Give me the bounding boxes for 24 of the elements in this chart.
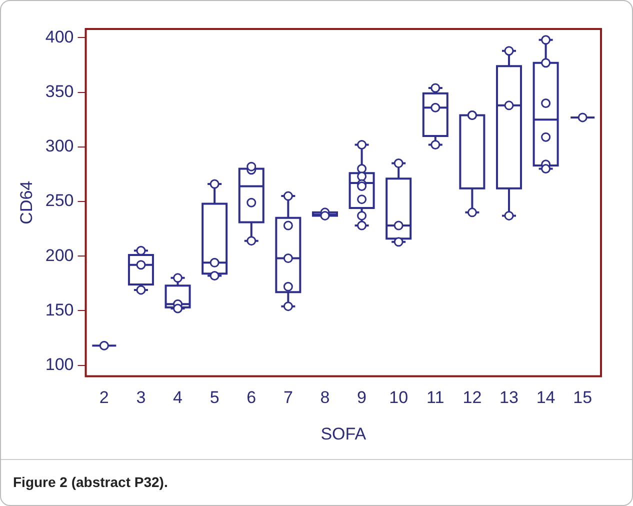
x-tick-label: 8 bbox=[320, 388, 330, 408]
x-tick-label: 13 bbox=[500, 388, 518, 408]
x-tick-label: 14 bbox=[536, 388, 556, 408]
x-tick-label: 11 bbox=[426, 388, 444, 408]
y-tick-label: 100 bbox=[45, 354, 74, 374]
y-axis-title: CD64 bbox=[16, 180, 36, 224]
x-tick-label: 7 bbox=[283, 388, 293, 408]
y-tick-label: 300 bbox=[45, 136, 74, 156]
x-tick-label: 3 bbox=[136, 388, 146, 408]
y-tick-label: 400 bbox=[45, 27, 74, 46]
y-tick-label: 250 bbox=[45, 191, 74, 210]
y-tick-label: 150 bbox=[45, 300, 74, 320]
y-tick-label: 350 bbox=[45, 82, 74, 102]
x-tick-label: 9 bbox=[357, 388, 367, 408]
x-tick-label: 4 bbox=[173, 388, 183, 408]
x-tick-label: 2 bbox=[99, 388, 109, 408]
x-tick-label: 15 bbox=[573, 388, 592, 408]
x-tick-label: 5 bbox=[210, 388, 220, 408]
caption: Figure 2 (abstract P32). bbox=[13, 474, 169, 490]
x-tick-label: 6 bbox=[246, 388, 256, 408]
x-axis-title: SOFA bbox=[320, 424, 367, 444]
x-tick-label: 12 bbox=[462, 388, 482, 408]
y-tick-label: 200 bbox=[45, 246, 74, 265]
x-tick-label: 10 bbox=[389, 388, 408, 408]
